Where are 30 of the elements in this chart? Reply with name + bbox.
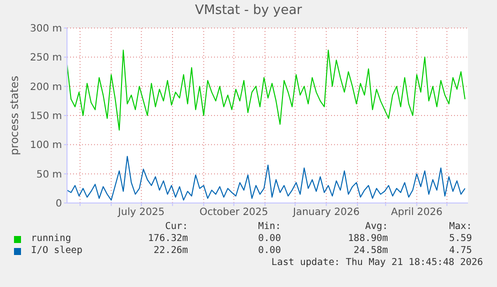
text: 24.58m [352, 245, 388, 257]
text: Cur: [164, 221, 188, 233]
x-tick-label: July 2025 [117, 207, 165, 218]
line-series [67, 50, 466, 131]
text: 0.00 [257, 245, 281, 257]
y-tick-label: 100 m [30, 140, 62, 152]
legend-label: running [31, 233, 72, 245]
x-tick-label: January 2026 [292, 207, 360, 218]
text: 0.00 [257, 233, 281, 245]
text: Last update: Thu May 21 18:45:48 2026 [270, 257, 483, 269]
y-tick-label: 150 m [30, 111, 62, 122]
x-tick-label: October 2025 [200, 207, 268, 218]
text: Max: [448, 221, 472, 233]
chart-title: VMstat - by year [194, 3, 304, 18]
x-tick-label: April 2026 [391, 207, 442, 218]
y-tick-label: 300 m [30, 24, 62, 35]
text: Min: [257, 221, 281, 233]
y-tick-label: 200 m [30, 82, 62, 93]
line-series [67, 156, 466, 201]
y-tick-label: 250 m [30, 52, 62, 64]
text: 188.90m [346, 233, 388, 245]
y-tick-label: 50 m [36, 169, 62, 180]
y-tick-label: 0 [56, 198, 62, 210]
text: 5.59 [448, 233, 472, 245]
legend-label: I/O sleep [31, 245, 82, 257]
text: 4.75 [448, 245, 472, 257]
text: 176.32m [146, 233, 188, 245]
text: Avg: [364, 221, 388, 233]
y-axis-title: process states [8, 76, 21, 156]
text: 22.26m [152, 245, 188, 257]
